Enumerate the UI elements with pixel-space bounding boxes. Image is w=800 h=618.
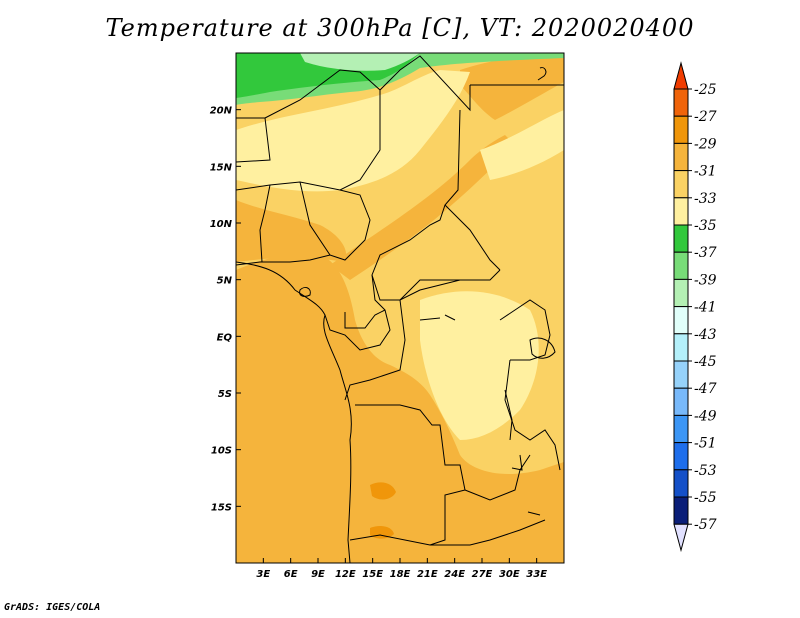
border-line [236, 69, 381, 191]
lake-shores [504, 389, 523, 471]
lat-tick-label: 5S [218, 389, 232, 400]
colorbar-swatch [673, 197, 689, 226]
lat-tick-label: 10S [211, 446, 232, 457]
colorbar-label: -33 [694, 191, 717, 207]
colorbar-label: -51 [694, 436, 717, 452]
colorbar-label: -41 [694, 300, 717, 316]
lon-tick-label: 18E [390, 569, 411, 580]
colorbar-swatch [673, 387, 689, 416]
colorbar-label: -25 [694, 82, 717, 98]
colorbar-label: -35 [694, 218, 717, 234]
colorbar-label: -53 [694, 463, 717, 479]
colorbar-swatch [673, 414, 689, 444]
lon-tick-label: 30E [499, 569, 520, 580]
border-line [259, 184, 271, 263]
colorbar-label: -31 [694, 164, 717, 180]
temperature-field [236, 53, 564, 563]
border-line [499, 299, 551, 361]
border-line [236, 189, 371, 266]
field-region-cool-central [420, 291, 539, 440]
lon-tick-label: 15E [362, 569, 383, 580]
field-region-cool-east [480, 110, 564, 180]
country-borders [236, 55, 564, 563]
colorbar-swatch [673, 360, 689, 389]
border-line [355, 404, 466, 546]
colorbar-label: -57 [694, 517, 717, 533]
border-line [324, 274, 391, 351]
colorbar-label: -39 [694, 272, 717, 288]
border-line [464, 454, 531, 501]
colorbar: -25 -27 -29 -31 -33 -35 -37 -39 -41 -43 -45 -47 -49 -… [673, 61, 717, 553]
colorbar-label: -49 [694, 408, 717, 424]
lon-tick-label: 21E [417, 569, 438, 580]
colorbar-label: -43 [694, 327, 717, 343]
field-region-warm-south [236, 253, 564, 563]
border-line [444, 204, 501, 271]
colorbar-swatch [673, 442, 689, 471]
field-region-cool-north [236, 70, 470, 192]
lon-tick-label: 27E [472, 569, 493, 580]
lon-tick-label: 9E [311, 569, 325, 580]
border-line [344, 299, 406, 401]
colorbar-swatch [673, 115, 689, 144]
border-line [344, 309, 386, 329]
colorbar-label: -47 [694, 381, 717, 397]
colorbar-label: -37 [694, 245, 717, 261]
lon-tick-label: 12E [335, 569, 356, 580]
colorbar-swatch [673, 170, 689, 199]
lake-malawi [527, 511, 541, 516]
border-line [236, 117, 271, 163]
colorbar-bottom-arrow [673, 523, 689, 553]
map-title: Temperature at 300hPa [C], VT: 202002040… [105, 14, 695, 42]
field-band-warm-diagonal [330, 135, 515, 280]
coastline-west [236, 261, 352, 563]
lon-tick-label: 33E [526, 569, 547, 580]
field-region-pale-green [300, 53, 420, 71]
colorbar-swatch [673, 496, 689, 525]
field-spot-warm [370, 482, 396, 500]
border-line [399, 279, 460, 301]
longitude-axis: 3E 6E 9E 12E 15E 18E 21E 24E 27E 30E 33E [256, 558, 547, 580]
colorbar-swatch [673, 142, 689, 172]
border-line [299, 181, 331, 256]
lat-tick-label: 20N [210, 106, 233, 117]
border-line [504, 359, 561, 471]
lon-tick-label: 24E [444, 569, 465, 580]
lon-tick-label: 3E [256, 569, 270, 580]
colorbar-label: -27 [694, 109, 717, 125]
coastline-red-sea [537, 67, 547, 81]
border-line [349, 519, 546, 546]
footer-credit: GrADS: IGES/COLA [4, 602, 101, 613]
colorbar-label: -29 [694, 136, 717, 152]
colorbar-top-arrow [673, 61, 689, 90]
colorbar-swatch [673, 224, 689, 253]
border-line [371, 109, 501, 301]
lat-tick-label: 15N [210, 162, 233, 173]
colorbar-label: -55 [694, 490, 717, 506]
field-region-warm-northeast [460, 55, 564, 120]
colorbar-swatch [673, 251, 689, 280]
colorbar-swatch [673, 278, 689, 308]
colorbar-swatch [673, 333, 689, 362]
lat-tick-label: 15S [211, 502, 232, 513]
colorbar-label: -45 [694, 354, 717, 370]
lat-tick-label: 5N [217, 276, 233, 287]
lat-tick-label: EQ [217, 332, 233, 343]
lake-victoria [529, 337, 556, 359]
latitude-axis: 20N 15N 10N 5N EQ 5S 10S 15S [210, 106, 241, 513]
colorbar-swatch [673, 306, 689, 335]
lat-tick-label: 10N [210, 219, 233, 230]
colorbar-swatch [673, 88, 689, 117]
colorbar-swatch [673, 469, 689, 498]
border-line [379, 55, 471, 112]
river-segment [419, 314, 456, 321]
lon-tick-label: 6E [284, 569, 298, 580]
island [299, 287, 311, 297]
